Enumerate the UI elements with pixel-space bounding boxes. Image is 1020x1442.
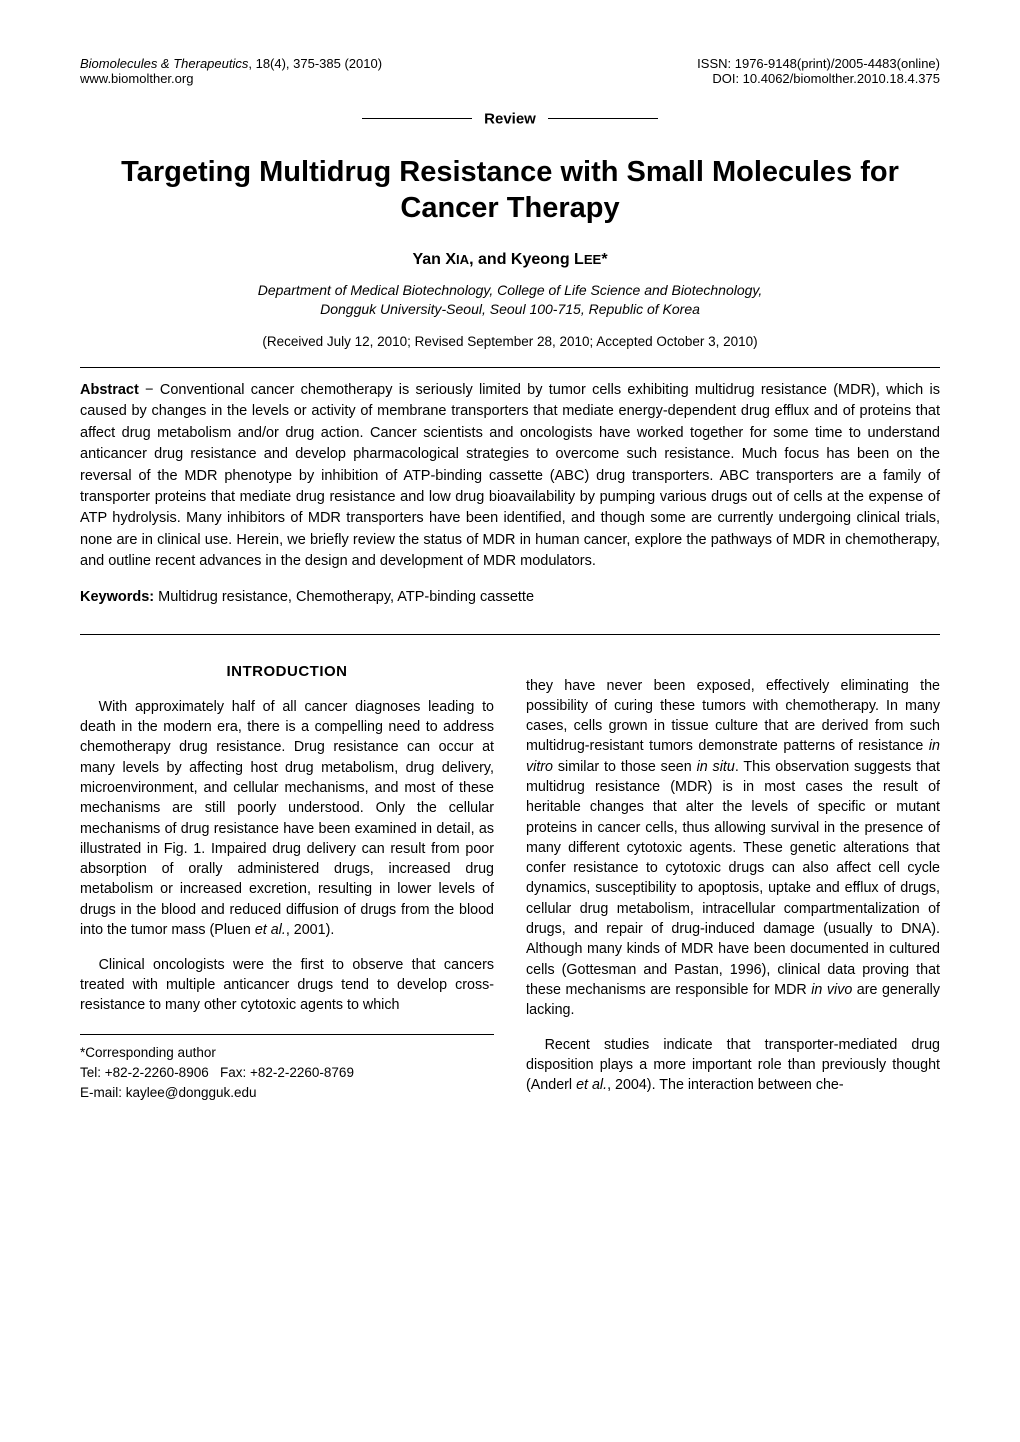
review-divider: Review [80,110,940,130]
corresponding-fax: Fax: +82-2-2260-8769 [220,1065,354,1080]
rule-left [362,118,472,119]
corresponding-author-label: *Corresponding author [80,1045,216,1060]
page: Biomolecules & Therapeutics, 18(4), 375-… [0,0,1020,1442]
section-heading-introduction: INTRODUCTION [80,661,494,682]
corresponding-tel: Tel: +82-2-2260-8906 [80,1065,209,1080]
journal-citation: Biomolecules & Therapeutics [80,56,248,71]
paragraph: Recent studies indicate that transporter… [526,1035,940,1096]
column-left: INTRODUCTION With approximately half of … [80,661,494,1103]
body-columns: INTRODUCTION With approximately half of … [80,661,940,1103]
authors: Yan XIA, and Kyeong LEE* [80,251,940,269]
affiliation: Department of Medical Biotechnology, Col… [80,281,940,320]
journal-website: www.biomolther.org [80,71,193,86]
rule-right [548,118,658,119]
article-dates: (Received July 12, 2010; Revised Septemb… [80,334,940,349]
header-left: Biomolecules & Therapeutics, 18(4), 375-… [80,56,382,86]
article-type-label: Review [484,110,536,127]
abstract-dash: − [139,382,160,398]
running-header: Biomolecules & Therapeutics, 18(4), 375-… [80,56,940,86]
affiliation-line-1: Department of Medical Biotechnology, Col… [258,282,763,298]
issn: ISSN: 1976-9148(print)/2005-4483(online) [697,56,940,71]
article-title: Targeting Multidrug Resistance with Smal… [110,154,910,227]
corresponding-email: E-mail: kaylee@dongguk.edu [80,1085,257,1100]
paragraph: With approximately half of all cancer di… [80,697,494,941]
abstract-block: Abstract − Conventional cancer chemother… [80,367,940,636]
abstract-label: Abstract [80,382,139,398]
column-right: they have never been exposed, effectivel… [526,661,940,1103]
paragraph: Clinical oncologists were the first to o… [80,955,494,1016]
keywords-label: Keywords: [80,589,154,605]
keywords-line: Keywords: Multidrug resistance, Chemothe… [80,573,940,618]
header-right: ISSN: 1976-9148(print)/2005-4483(online)… [697,56,940,86]
abstract-text: Conventional cancer chemotherapy is seri… [80,382,940,570]
affiliation-line-2: Dongguk University-Seoul, Seoul 100-715,… [320,301,700,317]
volume-issue: , 18(4), 375-385 (2010) [248,56,382,71]
doi: DOI: 10.4062/biomolther.2010.18.4.375 [712,71,940,86]
corresponding-author-block: *Corresponding author Tel: +82-2-2260-89… [80,1034,494,1104]
paragraph: they have never been exposed, effectivel… [526,676,940,1021]
keywords-text: Multidrug resistance, Chemotherapy, ATP-… [154,589,534,605]
